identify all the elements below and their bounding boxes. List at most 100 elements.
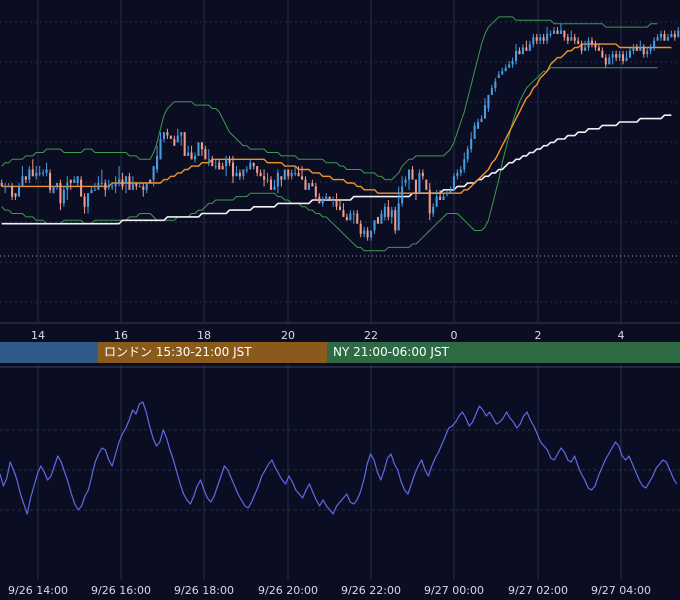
candle-body [24, 176, 27, 180]
candle-body [83, 196, 86, 207]
candle-body [425, 179, 428, 190]
candle-body [76, 176, 79, 184]
candle-body [180, 132, 183, 136]
osc-x-tick-label: 9/26 20:00 [258, 584, 318, 597]
candle-body [66, 183, 69, 190]
candle-body [342, 210, 345, 217]
candle-body [111, 186, 114, 188]
candle-body [62, 189, 65, 204]
grid-layer [0, 0, 680, 580]
candle-body [287, 169, 290, 177]
candle-body [266, 179, 269, 181]
candle-body [380, 213, 383, 224]
candle-body [642, 47, 645, 55]
session-bar-london: ロンドン 15:30-21:00 JST [98, 342, 327, 363]
candle-body [611, 54, 614, 58]
candle-body [528, 44, 531, 51]
candle-body [183, 132, 186, 156]
candle-body [494, 81, 497, 89]
candle-body [31, 169, 34, 177]
candle-body [370, 230, 373, 238]
candle-body [573, 37, 576, 41]
osc-x-tick-label: 9/27 00:00 [424, 584, 484, 597]
candle-body [587, 40, 590, 48]
osc-x-tick-label: 9/26 22:00 [341, 584, 401, 597]
candle-body [11, 186, 14, 197]
candle-body [659, 33, 663, 38]
candle-body [90, 189, 93, 194]
candle-body [152, 166, 155, 180]
candle-body [521, 47, 524, 55]
candle-body [7, 186, 10, 188]
candle-body [452, 176, 455, 190]
candle-body [628, 50, 631, 58]
candle-body [456, 172, 459, 177]
candle-body [590, 40, 594, 45]
candle-body [138, 186, 141, 188]
candle-body [21, 176, 24, 187]
time-axes: 14 16 18 20 22 0 2 4 9/26 14:00 9/26 16:00 9/26 18… [8, 329, 651, 597]
candle-body [311, 183, 314, 187]
candle-body [325, 196, 328, 200]
candle-body [649, 47, 652, 51]
candle-body [387, 206, 390, 217]
candle-body [245, 169, 248, 171]
candle-body [269, 179, 272, 190]
candle-body [280, 176, 283, 180]
candle-body [290, 172, 293, 177]
candle-body [663, 33, 666, 41]
candle-body [128, 176, 131, 190]
candle-body [359, 223, 362, 234]
candle-body [439, 196, 442, 200]
candle-body [601, 50, 604, 58]
candle-body [397, 203, 400, 231]
candle-body [259, 172, 262, 177]
candle-body [93, 189, 96, 191]
osc-x-tick-label: 9/27 04:00 [591, 584, 651, 597]
price-x-tick-label: 4 [618, 329, 625, 342]
candle-body [173, 138, 176, 146]
candle-body [594, 44, 597, 48]
candle-body [673, 33, 676, 38]
candle-body [114, 183, 117, 187]
candle-body [135, 183, 138, 187]
osc-x-tick-label: 9/27 02:00 [508, 584, 568, 597]
candle-body [149, 179, 152, 184]
candle-body [670, 33, 673, 38]
candle-body [97, 183, 100, 190]
candle-body [124, 176, 128, 184]
candle-body [242, 169, 245, 177]
candle-body [238, 172, 241, 177]
candle-body [193, 155, 197, 160]
candle-body [249, 162, 252, 170]
candle-body [263, 176, 266, 180]
candle-body [552, 30, 556, 34]
candle-body [69, 179, 72, 184]
candle-body [666, 37, 669, 41]
price-x-tick-label: 18 [197, 329, 211, 342]
candle-body [401, 186, 404, 204]
osc-x-tick-label: 9/26 16:00 [91, 584, 151, 597]
candle-body [162, 132, 165, 139]
candle-body [200, 142, 203, 150]
candle-body [52, 186, 55, 194]
candle-body [615, 54, 618, 58]
candle-body [432, 206, 435, 214]
candle-body [408, 169, 411, 180]
candle-body [404, 179, 407, 184]
candle-body [383, 206, 386, 217]
candle-body [28, 169, 31, 180]
session-bar-tokyo [0, 342, 98, 363]
candle-body [17, 186, 21, 197]
oscillator-chart [0, 401, 678, 515]
candle-body [338, 206, 342, 211]
candle-body [394, 210, 397, 231]
candle-body [445, 193, 449, 195]
candle-body [549, 33, 552, 35]
candle-body [207, 159, 210, 161]
candle-body [104, 183, 107, 190]
candle-body [100, 183, 103, 185]
candle-body [511, 61, 514, 65]
candle-body [121, 179, 124, 187]
